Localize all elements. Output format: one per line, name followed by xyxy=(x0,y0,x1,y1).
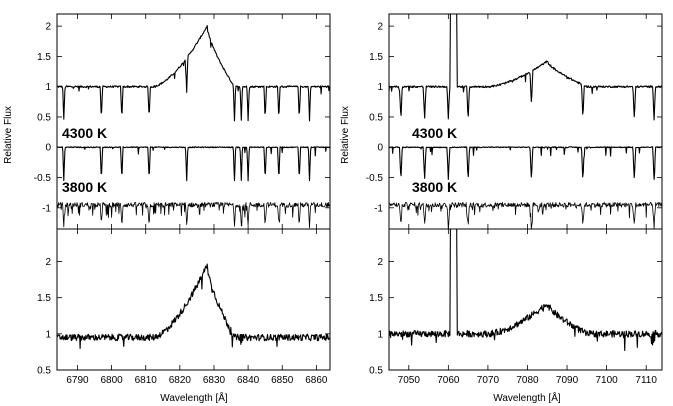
ytick-label-bottom-right: 2 xyxy=(377,257,383,268)
xtick-label-bottom-left: 6860 xyxy=(305,375,328,386)
series-4300-k-top-left xyxy=(56,146,331,182)
panel-frame-bottom-left xyxy=(56,228,331,371)
xtick-label-bottom-left: 6820 xyxy=(169,375,192,386)
ylabel-left: Relative Flux xyxy=(3,106,14,164)
ytick-label-top-right: -0.5 xyxy=(366,173,384,184)
ytick-label-top-left: 0.5 xyxy=(37,112,51,123)
panel-frame-top-left xyxy=(56,13,331,230)
ytick-label-top-right: 2 xyxy=(377,22,383,33)
annotation-4300k-right: 4300 K xyxy=(412,125,457,141)
panel-frame-bottom-right xyxy=(388,228,663,371)
xtick-label-bottom-right: 7110 xyxy=(635,375,657,386)
ytick-label-top-left: -1 xyxy=(42,203,51,214)
annotation-3800k-right: 3800 K xyxy=(412,179,457,195)
xtick-label-bottom-right: 7080 xyxy=(516,375,539,386)
ytick-label-bottom-left: 1 xyxy=(45,329,51,340)
xtick-label-bottom-right: 7050 xyxy=(398,375,421,386)
xtick-label-bottom-left: 6850 xyxy=(271,375,294,386)
xlabel-right: Wavelength [Å] xyxy=(493,391,561,404)
xtick-label-bottom-left: 6830 xyxy=(203,375,226,386)
series-observed-top-right xyxy=(388,13,663,121)
ytick-label-bottom-left: 2 xyxy=(45,257,51,268)
series-3800-k-top-left xyxy=(56,202,331,229)
xtick-label-bottom-right: 7060 xyxy=(437,375,460,386)
ytick-label-top-left: 1.5 xyxy=(37,52,51,63)
ytick-label-top-right: 1.5 xyxy=(369,52,383,63)
xtick-label-bottom-left: 6790 xyxy=(66,375,89,386)
ytick-label-top-right: 1 xyxy=(377,82,383,93)
xtick-label-bottom-left: 6800 xyxy=(100,375,123,386)
ytick-label-bottom-right: 0.5 xyxy=(369,366,383,377)
ytick-label-top-right: 0 xyxy=(377,143,383,154)
ytick-label-bottom-right: 1 xyxy=(377,329,383,340)
annotation-4300k-left: 4300 K xyxy=(62,125,107,141)
annotation-3800k-left: 3800 K xyxy=(62,179,107,195)
series-residual-bottom-right xyxy=(388,228,663,352)
ytick-label-bottom-left: 1.5 xyxy=(37,293,51,304)
ytick-label-top-left: -0.5 xyxy=(34,173,52,184)
series-3800-k-top-right xyxy=(388,202,663,230)
ytick-label-top-right: 0.5 xyxy=(369,112,383,123)
xtick-label-bottom-right: 7100 xyxy=(595,375,618,386)
xtick-label-bottom-right: 7090 xyxy=(556,375,579,386)
ylabel-right: Relative Flux xyxy=(340,106,351,164)
xtick-label-bottom-right: 7070 xyxy=(477,375,500,386)
xtick-label-bottom-left: 6810 xyxy=(135,375,158,386)
ytick-label-top-left: 1 xyxy=(45,82,51,93)
ytick-label-top-right: -1 xyxy=(374,203,383,214)
series-residual-bottom-left xyxy=(56,263,331,350)
series-observed-top-left xyxy=(56,24,331,122)
series-4300-k-top-right xyxy=(388,146,663,181)
ytick-label-bottom-right: 1.5 xyxy=(369,293,383,304)
panel-frame-top-right xyxy=(388,13,663,230)
ytick-label-top-left: 2 xyxy=(45,22,51,33)
ytick-label-top-left: 0 xyxy=(45,143,51,154)
ytick-label-bottom-left: 0.5 xyxy=(37,366,51,377)
xtick-label-bottom-left: 6840 xyxy=(237,375,260,386)
xlabel-left: Wavelength [Å] xyxy=(160,391,228,404)
